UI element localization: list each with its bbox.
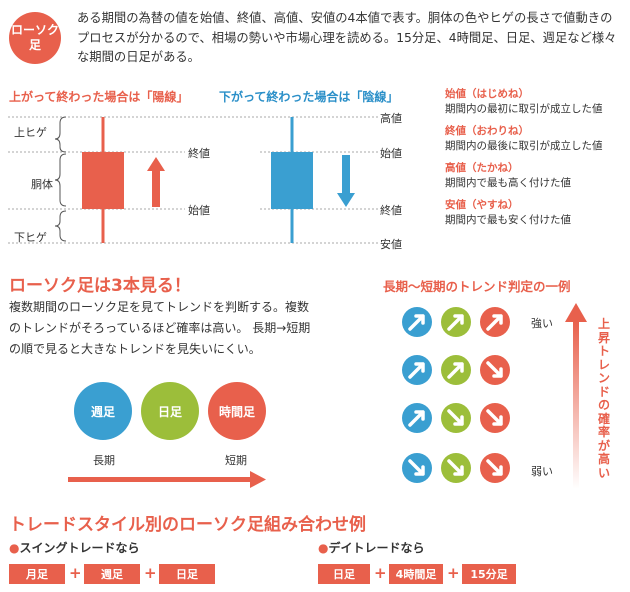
badge-line2: 足 <box>28 38 41 52</box>
day-label: ●デイトレードなら <box>318 539 425 556</box>
yang-open-label: 始値 <box>188 204 210 217</box>
circle-hourly: 時間足 <box>208 382 266 440</box>
styles-heading: トレードスタイル別のローソク足組み合わせ例 <box>9 515 366 535</box>
short-term-label: 短期 <box>225 454 247 467</box>
plus-sign: + <box>447 564 460 582</box>
trend-down-arrow-icon <box>441 453 471 483</box>
circle-daily: 日足 <box>141 382 199 440</box>
lower-brace <box>54 210 67 242</box>
down-arrow-icon <box>337 155 355 207</box>
trend-heading: 長期〜短期のトレンド判定の一例 <box>383 279 571 294</box>
def-desc-close: 期間内の最後に取引が成立した値 <box>445 140 603 152</box>
three-paragraph: 複数期間のローソク足を見てトレンドを判断する。複数 のトレンドがそろっているほど… <box>9 297 310 360</box>
yin-close-label: 終値 <box>380 204 402 217</box>
def-term-low: 安値（やすね） <box>445 199 519 211</box>
vertical-probability-text: 上昇トレンドの確率が高い <box>597 317 610 480</box>
low-label: 安値 <box>380 238 402 251</box>
swing-label-text: スイングトレードなら <box>19 541 140 555</box>
candlestick-badge: ローソク 足 <box>9 12 61 64</box>
trend-down-arrow-icon <box>441 403 471 433</box>
yin-open-label: 始値 <box>380 147 402 160</box>
body-label: 胴体 <box>31 178 53 191</box>
def-desc-high: 期間内で最も高く付けた値 <box>445 177 571 189</box>
day-chip-4hour: 4時間足 <box>389 564 443 584</box>
strong-label: 強い <box>531 317 553 330</box>
swing-chip-monthly: 月足 <box>9 564 65 584</box>
paragraph-line: のトレンドがそろっているほど確率は高い。 長期→短期 <box>9 321 311 335</box>
body-brace <box>54 153 67 207</box>
upper-shadow-label: 上ヒゲ <box>14 126 47 139</box>
yin-body <box>271 152 313 209</box>
day-chip-daily: 日足 <box>318 564 370 584</box>
guide-lines <box>8 116 378 244</box>
trend-up-arrow-icon <box>402 403 432 433</box>
def-term-high: 高値（たかね） <box>445 162 519 174</box>
swing-chip-daily: 日足 <box>159 564 215 584</box>
trend-up-arrow-icon <box>441 355 471 385</box>
def-term-close: 終値（おわりね） <box>445 125 529 137</box>
trend-up-arrow-icon <box>402 307 432 337</box>
swing-chip-weekly: 週足 <box>84 564 140 584</box>
badge-line1: ローソク <box>10 23 59 37</box>
three-heading: ローソク足は3本見る！ <box>9 276 191 296</box>
lower-shadow-label: 下ヒゲ <box>14 231 47 244</box>
circle-weekly: 週足 <box>74 382 132 440</box>
day-chip-15min: 15分足 <box>462 564 516 584</box>
def-desc-open: 期間内の最初に取引が成立した値 <box>445 103 603 115</box>
trend-down-arrow-icon <box>480 403 510 433</box>
def-term-open: 始値（はじめね） <box>445 88 529 100</box>
trend-down-arrow-icon <box>480 453 510 483</box>
yang-close-label: 終値 <box>188 147 210 160</box>
long-to-short-arrow-icon <box>68 471 266 488</box>
paragraph-line: の順で見ると大きなトレンドを見失いにくい。 <box>9 342 261 356</box>
day-label-text: ●デイトレードなら <box>318 541 425 555</box>
up-arrow-icon <box>147 157 165 207</box>
trend-down-arrow-icon <box>480 355 510 385</box>
yang-heading: 上がって終わった場合は「陽線」 <box>9 90 189 104</box>
high-label: 高値 <box>380 112 402 125</box>
trend-grid <box>402 307 510 483</box>
trend-down-arrow-icon <box>402 453 432 483</box>
trend-up-arrow-icon <box>480 307 510 337</box>
paragraph-line: 複数期間のローソク足を見てトレンドを判断する。複数 <box>9 300 310 314</box>
upper-brace <box>54 116 67 153</box>
plus-sign: + <box>374 564 387 582</box>
plus-sign: + <box>144 564 157 582</box>
trend-up-arrow-icon <box>441 307 471 337</box>
trend-up-arrow-icon <box>402 355 432 385</box>
weak-label: 弱い <box>531 465 553 478</box>
yang-body <box>82 152 124 209</box>
def-desc-low: 期間内で最も安く付けた値 <box>445 214 571 226</box>
strength-arrow-icon <box>565 303 587 489</box>
definitions-list: 始値（はじめね） 期間内の最初に取引が成立した値 終値（おわりね） 期間内の最後… <box>445 86 603 227</box>
intro-text: ある期間の為替の値を始値、終値、高値、安値の4本値で表す。胴体の色やヒゲの長さで… <box>77 11 617 64</box>
candlestick-diagram <box>8 116 378 244</box>
long-term-label: 長期 <box>93 454 115 467</box>
swing-label: ●スイングトレードなら <box>9 541 140 555</box>
plus-sign: + <box>69 564 82 582</box>
yin-heading: 下がって終わった場合は「陰線」 <box>219 90 399 104</box>
